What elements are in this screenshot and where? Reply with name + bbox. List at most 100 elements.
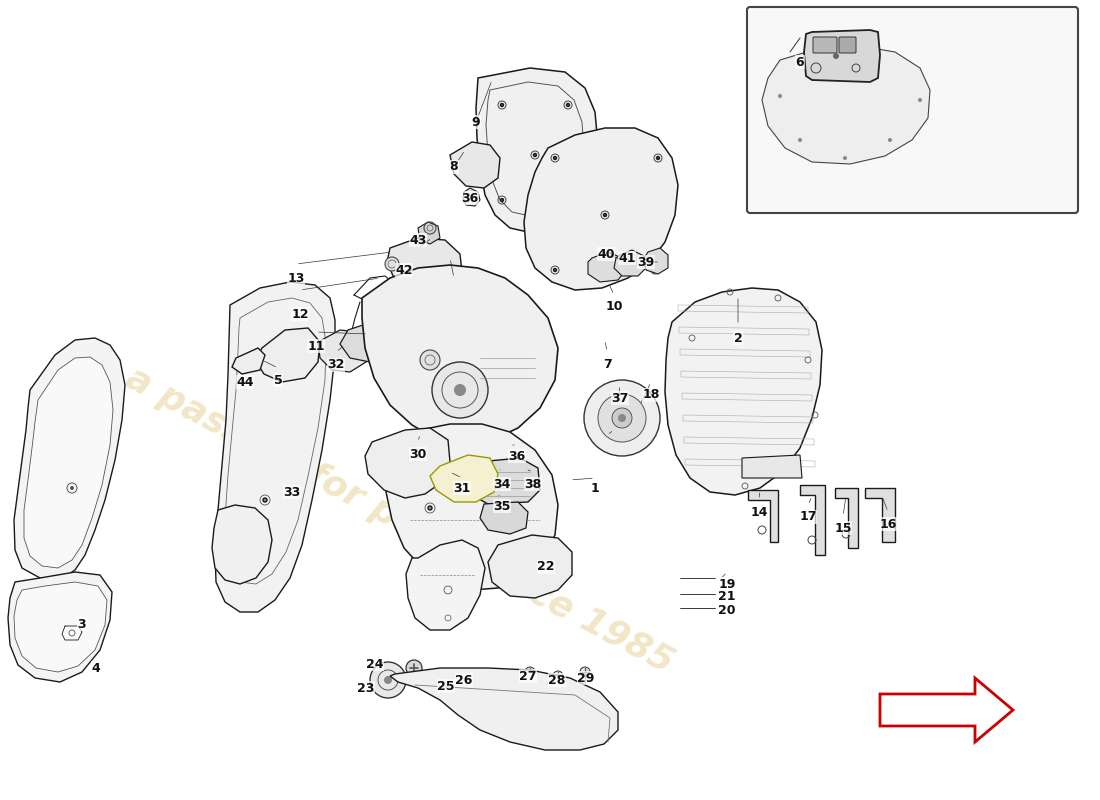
Polygon shape <box>340 322 395 362</box>
Polygon shape <box>666 288 822 495</box>
Text: 3: 3 <box>78 618 86 630</box>
FancyBboxPatch shape <box>473 346 542 392</box>
Circle shape <box>70 486 74 490</box>
Circle shape <box>263 498 267 502</box>
Circle shape <box>534 154 537 157</box>
Polygon shape <box>365 428 450 498</box>
FancyBboxPatch shape <box>365 333 375 353</box>
Circle shape <box>385 257 399 271</box>
Polygon shape <box>865 488 895 542</box>
FancyBboxPatch shape <box>377 333 387 353</box>
Circle shape <box>618 414 626 422</box>
Text: 19: 19 <box>718 578 736 590</box>
Text: 15: 15 <box>834 522 851 534</box>
Polygon shape <box>488 535 572 598</box>
Polygon shape <box>644 248 668 274</box>
Text: 12: 12 <box>292 307 309 321</box>
Text: 10: 10 <box>605 301 623 314</box>
Circle shape <box>584 380 660 456</box>
Polygon shape <box>468 458 540 504</box>
Polygon shape <box>212 505 272 584</box>
Text: 20: 20 <box>718 603 736 617</box>
Text: a passion for parts since 1985: a passion for parts since 1985 <box>121 361 680 679</box>
Polygon shape <box>524 128 678 290</box>
Polygon shape <box>14 582 107 672</box>
Circle shape <box>612 408 632 428</box>
Text: 25: 25 <box>438 679 454 693</box>
Text: 23: 23 <box>358 682 375 694</box>
Polygon shape <box>463 188 480 206</box>
Text: 34: 34 <box>493 478 510 490</box>
Text: 2: 2 <box>734 331 742 345</box>
Polygon shape <box>835 488 858 548</box>
Circle shape <box>653 269 657 271</box>
Polygon shape <box>476 68 598 232</box>
Circle shape <box>918 98 922 102</box>
Polygon shape <box>748 490 778 542</box>
Text: 41: 41 <box>618 251 636 265</box>
Text: 36: 36 <box>461 191 478 205</box>
Text: 35: 35 <box>493 499 510 513</box>
Polygon shape <box>480 502 528 534</box>
Circle shape <box>420 350 440 370</box>
Circle shape <box>553 157 557 159</box>
Circle shape <box>553 671 563 681</box>
Polygon shape <box>232 348 265 374</box>
Polygon shape <box>406 540 485 630</box>
Circle shape <box>370 662 406 698</box>
Polygon shape <box>588 252 626 282</box>
Text: 31: 31 <box>453 482 471 494</box>
Polygon shape <box>418 222 440 244</box>
Polygon shape <box>8 572 112 682</box>
Circle shape <box>500 103 504 106</box>
Circle shape <box>463 671 473 681</box>
Text: 36: 36 <box>508 450 526 462</box>
Circle shape <box>888 138 892 142</box>
Circle shape <box>406 660 422 676</box>
Polygon shape <box>255 328 320 382</box>
Circle shape <box>553 269 557 271</box>
Text: 28: 28 <box>548 674 565 686</box>
Circle shape <box>428 506 432 510</box>
Circle shape <box>843 156 847 160</box>
Text: 1: 1 <box>591 482 600 494</box>
Circle shape <box>778 94 782 98</box>
Text: 6: 6 <box>795 55 804 69</box>
Polygon shape <box>387 238 462 295</box>
Text: 11: 11 <box>307 339 324 353</box>
Polygon shape <box>614 250 646 276</box>
Text: 5: 5 <box>274 374 283 386</box>
Text: 39: 39 <box>637 255 654 269</box>
Polygon shape <box>450 142 500 188</box>
FancyBboxPatch shape <box>353 333 363 353</box>
FancyBboxPatch shape <box>813 37 837 53</box>
Circle shape <box>798 138 802 142</box>
Polygon shape <box>214 282 336 612</box>
Text: 8: 8 <box>450 161 459 174</box>
Text: 4: 4 <box>91 662 100 674</box>
Text: 26: 26 <box>455 674 473 686</box>
Text: 16: 16 <box>879 518 896 530</box>
Text: 42: 42 <box>395 263 412 277</box>
Polygon shape <box>762 46 930 164</box>
Polygon shape <box>430 455 498 502</box>
Text: 30: 30 <box>409 447 427 461</box>
Circle shape <box>566 198 570 202</box>
Circle shape <box>833 53 839 59</box>
Text: 38: 38 <box>525 478 541 490</box>
Polygon shape <box>390 668 618 750</box>
Polygon shape <box>24 357 113 568</box>
Text: 43: 43 <box>409 234 427 246</box>
Polygon shape <box>800 485 825 555</box>
Circle shape <box>657 157 660 159</box>
Text: 33: 33 <box>284 486 300 498</box>
Circle shape <box>525 667 535 677</box>
FancyBboxPatch shape <box>839 37 856 53</box>
Text: 40: 40 <box>597 247 615 261</box>
Text: 18: 18 <box>642 389 660 402</box>
Circle shape <box>604 214 606 217</box>
Polygon shape <box>386 424 558 590</box>
Polygon shape <box>742 455 802 478</box>
Text: 32: 32 <box>328 358 344 371</box>
Text: 44: 44 <box>236 375 254 389</box>
